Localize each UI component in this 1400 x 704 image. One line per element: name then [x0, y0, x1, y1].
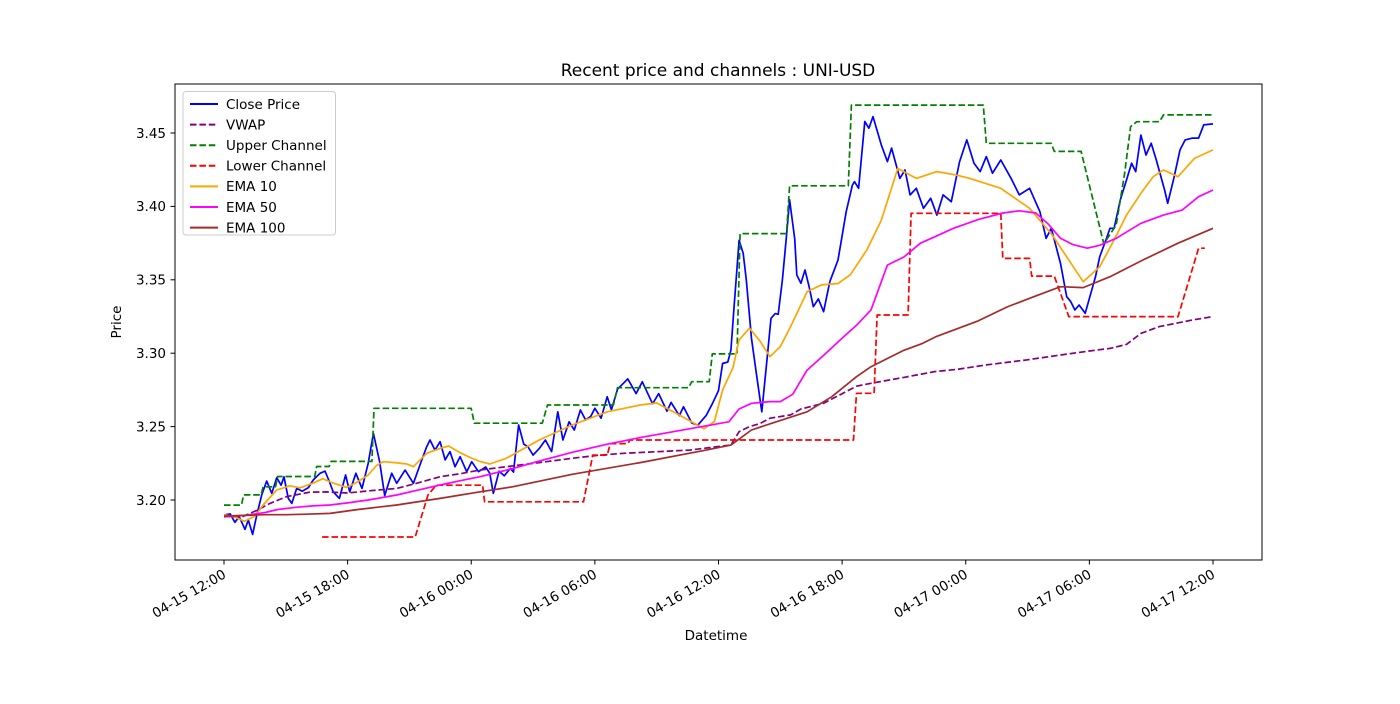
y-tick-label: 3.45 [136, 126, 166, 142]
legend-item-vwap: VWAP [190, 117, 265, 133]
x-tick-label: 04-16 00:00 [397, 567, 476, 622]
series-line-upper-channel [224, 104, 1213, 506]
legend-item-ema-100: EMA 100 [190, 220, 285, 236]
y-tick-label: 3.30 [136, 346, 166, 362]
series-line-ema-50 [223, 189, 1214, 518]
legend: Close Price VWAP Upper Channel Lower Channe… [182, 91, 336, 236]
legend-label: EMA 100 [226, 220, 285, 236]
series-line-ema-100 [223, 227, 1214, 517]
legend-item-ema-10: EMA 10 [190, 179, 277, 195]
x-tick-label: 04-16 06:00 [520, 567, 599, 622]
x-tick-label: 04-16 18:00 [768, 567, 847, 622]
legend-item-upper-channel: Upper Channel [190, 138, 327, 154]
legend-label: EMA 10 [226, 179, 277, 195]
legend-label: Close Price [226, 97, 300, 113]
x-tick-label: 04-17 12:00 [1139, 567, 1218, 622]
y-tick-label: 3.35 [136, 273, 166, 289]
chart-title: Recent price and channels : UNI-USD [561, 61, 876, 81]
plot-area [175, 84, 1262, 560]
x-tick-label: 04-15 12:00 [150, 567, 229, 622]
y-axis-label: Price [109, 306, 125, 339]
legend-item-lower-channel: Lower Channel [190, 159, 326, 175]
y-tick-label: 3.25 [136, 419, 166, 435]
legend-label: Upper Channel [226, 138, 327, 154]
x-tick-label: 04-17 06:00 [1015, 567, 1094, 622]
y-tick-label: 3.40 [136, 199, 166, 215]
legend-item-close-price: Close Price [190, 97, 300, 113]
legend-box [182, 91, 336, 236]
series-layer [223, 104, 1214, 538]
series-line-close-price [223, 115, 1214, 536]
x-tick-label: 04-15 18:00 [273, 567, 352, 622]
series-line-vwap [223, 315, 1214, 519]
x-tick-label: 04-16 12:00 [644, 567, 723, 622]
legend-label: EMA 50 [226, 200, 277, 216]
legend-label: VWAP [226, 117, 265, 133]
x-tick-label: 04-17 00:00 [891, 567, 970, 622]
legend-item-ema-50: EMA 50 [190, 200, 277, 216]
x-axis-label: Datetime [685, 628, 748, 644]
x-axis-ticks: 04-15 12:00 04-15 18:00 04-16 00:00 04-16 0… [150, 560, 1218, 622]
y-axis-ticks: 3.20 3.25 3.30 3.35 3.40 3.45 [136, 126, 175, 509]
legend-label: Lower Channel [226, 159, 326, 175]
y-tick-label: 3.20 [136, 493, 166, 509]
